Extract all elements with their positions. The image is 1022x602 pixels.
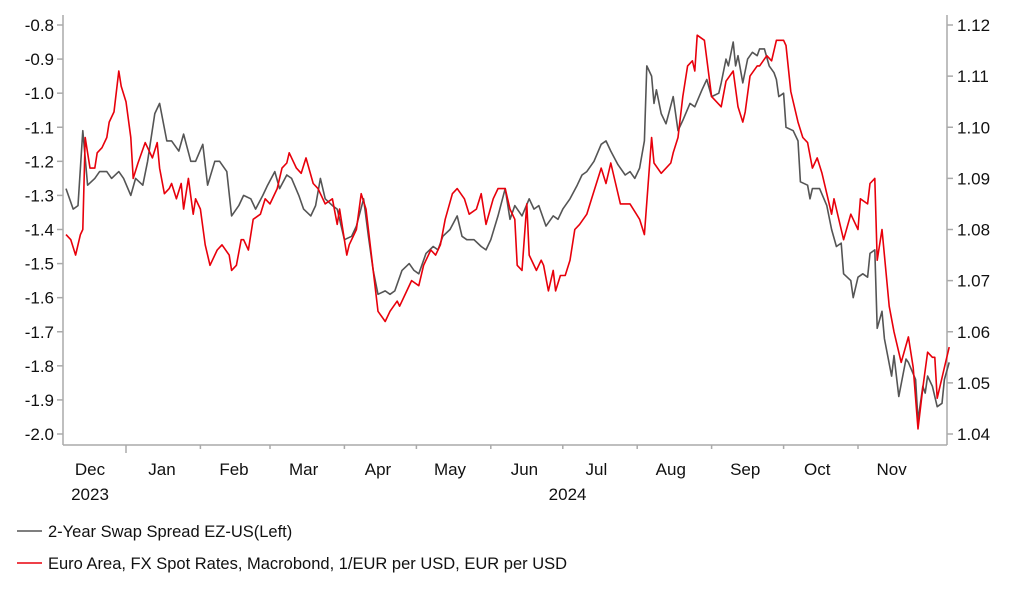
- x-tick-label: Dec: [75, 460, 106, 479]
- right-tick-label: 1.06: [957, 323, 990, 342]
- left-tick-label: -0.9: [25, 50, 54, 69]
- right-tick-label: 1.05: [957, 374, 990, 393]
- right-tick-label: 1.12: [957, 16, 990, 35]
- left-tick-label: -1.8: [25, 357, 54, 376]
- right-tick-label: 1.11: [957, 67, 989, 86]
- x-tick-label: Jul: [586, 460, 608, 479]
- legend-label-eurusd: Euro Area, FX Spot Rates, Macrobond, 1/E…: [48, 555, 567, 573]
- x-tick-label: Aug: [656, 460, 686, 479]
- series-line-eurusd: [65, 34, 950, 430]
- x-tick-label: Oct: [804, 460, 831, 479]
- left-tick-label: -0.8: [25, 16, 54, 35]
- left-tick-label: -2.0: [25, 425, 54, 444]
- left-tick-label: -1.9: [25, 391, 54, 410]
- left-tick-label: -1.1: [25, 118, 54, 137]
- x-tick-label: Sep: [730, 460, 760, 479]
- x-tick-label: Jan: [148, 460, 175, 479]
- left-tick-label: -1.2: [25, 152, 54, 171]
- left-tick-label: -1.0: [25, 84, 54, 103]
- x-tick-label: Apr: [365, 460, 392, 479]
- legend-label-swap-spread: 2-Year Swap Spread EZ-US(Left): [48, 523, 292, 541]
- legend: 2-Year Swap Spread EZ-US(Left) Euro Area…: [17, 523, 567, 573]
- x-tick-label: Feb: [219, 460, 248, 479]
- right-tick-label: 1.10: [957, 118, 990, 137]
- x-tick-label: Mar: [289, 460, 319, 479]
- left-tick-label: -1.7: [25, 323, 54, 342]
- left-tick-label: -1.6: [25, 289, 54, 308]
- series-line-swap-spread: [65, 41, 950, 422]
- right-tick-label: 1.08: [957, 221, 990, 240]
- right-tick-label: 1.09: [957, 169, 990, 188]
- right-tick-label: 1.04: [957, 425, 990, 444]
- left-tick-label: -1.5: [25, 255, 54, 274]
- x-year-label: 2023: [71, 485, 109, 504]
- x-tick-label: May: [434, 460, 467, 479]
- left-tick-label: -1.4: [25, 221, 54, 240]
- x-tick-label: Nov: [876, 460, 907, 479]
- series-lines: [65, 34, 950, 430]
- axes: -0.8 -0.9 -1.0 -1.1 -1.2 -1.3 -1.4 -1.5 -1.6 -1.7…: [25, 15, 990, 504]
- x-tick-label: Jun: [511, 460, 538, 479]
- x-year-label: 2024: [549, 485, 587, 504]
- right-tick-label: 1.07: [957, 272, 990, 291]
- left-tick-label: -1.3: [25, 186, 54, 205]
